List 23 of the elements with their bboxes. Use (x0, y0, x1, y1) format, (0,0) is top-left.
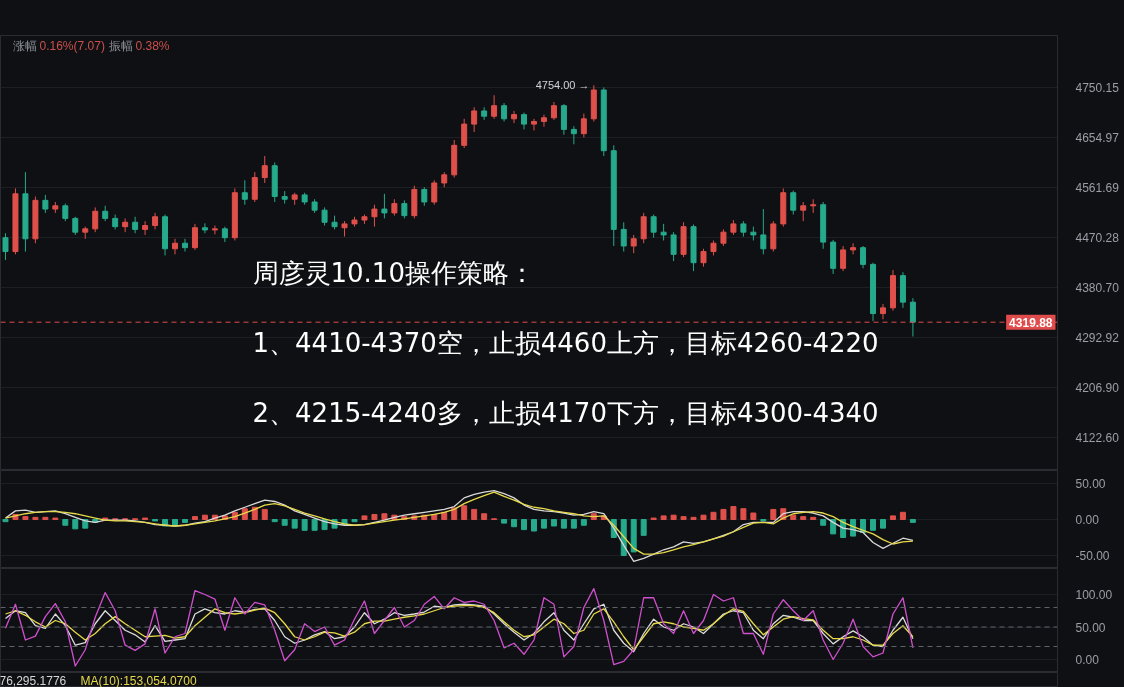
text: MA(10):153,054.0700 (80, 673, 197, 687)
y-tick-label: 4380.70 (1075, 281, 1120, 296)
y-tick-label: 4470.28 (1075, 231, 1120, 246)
y-tick-label: 100.00 (1075, 588, 1113, 602)
y-tick-label: -50.00 (1075, 549, 1110, 564)
ref-line-label: 4319.88 (1009, 315, 1053, 330)
annotation: 4754.00 → (535, 78, 590, 91)
y-tick-label: 4561.69 (1075, 180, 1120, 195)
y-tick-label: 0.00 (1075, 513, 1100, 527)
annotation: 振幅 0.38% (108, 38, 170, 53)
y-tick-label: 4750.15 (1075, 80, 1120, 95)
y-tick-label: 4654.97 (1075, 130, 1120, 145)
y-tick-label: 4122.60 (1075, 431, 1120, 446)
y-tick-label: 0.00 (1075, 653, 1100, 667)
y-tick-label: 50.00 (1075, 476, 1106, 491)
y-tick-label: 50.00 (1075, 620, 1106, 635)
text: 76,295.1776 (0, 674, 67, 687)
annotation: 周彦灵10.10操作策略： (252, 257, 535, 288)
annotation: 1、4410-4370空，止损4460上方，目标4260-4220 (252, 327, 879, 358)
annotation: 涨幅 0.16%(7.07) (12, 38, 105, 53)
annotation: 2、4215-4240多，止损4170下方，目标4300-4340 (252, 397, 879, 428)
y-tick-label: 4206.90 (1075, 381, 1120, 396)
y-tick-label: 4292.92 (1075, 331, 1120, 346)
